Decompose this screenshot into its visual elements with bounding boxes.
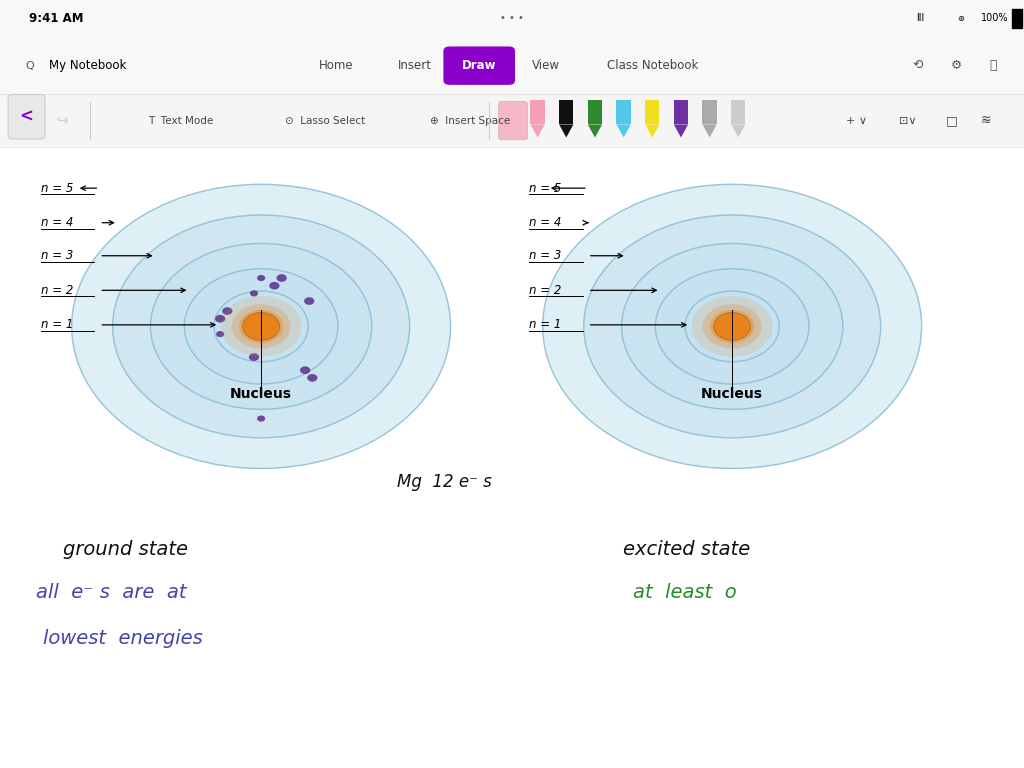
Circle shape xyxy=(300,366,310,374)
Text: n = 1: n = 1 xyxy=(529,319,562,331)
Text: excited state: excited state xyxy=(623,540,750,558)
Bar xyxy=(616,100,631,124)
Text: ⟲: ⟲ xyxy=(912,59,923,72)
Polygon shape xyxy=(559,124,573,137)
Bar xyxy=(702,100,717,124)
Circle shape xyxy=(231,304,291,349)
Text: ↩: ↩ xyxy=(25,114,36,127)
Circle shape xyxy=(220,296,302,357)
Text: n = 2: n = 2 xyxy=(529,284,562,296)
Circle shape xyxy=(307,374,317,382)
Text: n = 4: n = 4 xyxy=(529,217,562,229)
Text: ⤡: ⤡ xyxy=(989,59,997,72)
Text: Nucleus: Nucleus xyxy=(701,387,763,401)
Text: Class Notebook: Class Notebook xyxy=(606,59,698,72)
Circle shape xyxy=(276,274,287,282)
Text: ⊛: ⊛ xyxy=(957,14,965,23)
Polygon shape xyxy=(731,124,745,137)
Bar xyxy=(559,100,573,124)
Text: ≋: ≋ xyxy=(981,114,991,127)
Polygon shape xyxy=(530,124,545,137)
Circle shape xyxy=(655,269,809,384)
Text: n = 5: n = 5 xyxy=(529,182,562,194)
Text: n = 3: n = 3 xyxy=(529,250,562,262)
Text: all  e⁻ s  are  at: all e⁻ s are at xyxy=(36,584,186,602)
Circle shape xyxy=(584,215,881,438)
Text: Mg  12 e⁻ s: Mg 12 e⁻ s xyxy=(397,473,493,492)
Text: Nucleus: Nucleus xyxy=(230,387,292,401)
Text: Insert: Insert xyxy=(397,59,432,72)
Bar xyxy=(0,0,1024,37)
Circle shape xyxy=(243,313,280,340)
Polygon shape xyxy=(616,124,631,137)
Polygon shape xyxy=(674,124,688,137)
Circle shape xyxy=(714,313,751,340)
Text: Draw: Draw xyxy=(462,59,497,72)
Circle shape xyxy=(151,243,372,409)
Text: My Notebook: My Notebook xyxy=(49,59,127,72)
Circle shape xyxy=(113,215,410,438)
Text: n = 4: n = 4 xyxy=(41,217,74,229)
Circle shape xyxy=(250,290,258,296)
Circle shape xyxy=(304,297,314,305)
Bar xyxy=(674,100,688,124)
Text: n = 2: n = 2 xyxy=(41,284,74,296)
Text: ground state: ground state xyxy=(63,540,188,558)
Text: n = 1: n = 1 xyxy=(41,319,74,331)
Text: ↪: ↪ xyxy=(56,114,68,127)
FancyBboxPatch shape xyxy=(8,94,45,139)
Circle shape xyxy=(214,291,308,362)
Text: lowest  energies: lowest energies xyxy=(43,630,203,648)
Circle shape xyxy=(269,282,280,290)
Text: □: □ xyxy=(946,114,957,127)
Bar xyxy=(588,100,602,124)
Circle shape xyxy=(257,415,265,422)
Circle shape xyxy=(222,307,232,315)
Text: 9:41 AM: 9:41 AM xyxy=(29,12,83,25)
Circle shape xyxy=(710,310,755,343)
Text: ⊕  Insert Space: ⊕ Insert Space xyxy=(430,115,510,126)
FancyBboxPatch shape xyxy=(1012,9,1022,28)
Polygon shape xyxy=(645,124,659,137)
Bar xyxy=(0,37,1024,94)
FancyBboxPatch shape xyxy=(443,46,515,85)
Bar xyxy=(645,100,659,124)
Polygon shape xyxy=(702,124,717,137)
Circle shape xyxy=(72,184,451,468)
FancyBboxPatch shape xyxy=(499,101,527,140)
Circle shape xyxy=(257,275,265,281)
Text: Home: Home xyxy=(318,59,353,72)
Text: + ∨: + ∨ xyxy=(846,115,867,126)
Circle shape xyxy=(184,269,338,384)
Bar xyxy=(731,100,745,124)
Text: n = 5: n = 5 xyxy=(41,182,74,194)
Text: ⊡∨: ⊡∨ xyxy=(899,115,916,126)
Circle shape xyxy=(685,291,779,362)
Text: n = 3: n = 3 xyxy=(41,250,74,262)
Text: lll: lll xyxy=(916,13,925,24)
Circle shape xyxy=(702,304,762,349)
Text: Q: Q xyxy=(26,61,35,71)
Circle shape xyxy=(622,243,843,409)
Circle shape xyxy=(239,310,284,343)
Text: View: View xyxy=(531,59,560,72)
Circle shape xyxy=(691,296,773,357)
Circle shape xyxy=(543,184,922,468)
Text: • • •: • • • xyxy=(500,13,524,24)
Polygon shape xyxy=(588,124,602,137)
Circle shape xyxy=(215,315,225,323)
Text: ⚙: ⚙ xyxy=(951,59,962,72)
Text: <: < xyxy=(19,108,34,126)
Text: 100%: 100% xyxy=(981,13,1009,24)
Circle shape xyxy=(249,353,259,361)
Bar xyxy=(0,94,1024,147)
Bar xyxy=(530,100,545,124)
Text: at  least  o: at least o xyxy=(633,584,736,602)
Text: ⊙  Lasso Select: ⊙ Lasso Select xyxy=(285,115,365,126)
Circle shape xyxy=(216,331,224,337)
Text: T  Text Mode: T Text Mode xyxy=(148,115,214,126)
